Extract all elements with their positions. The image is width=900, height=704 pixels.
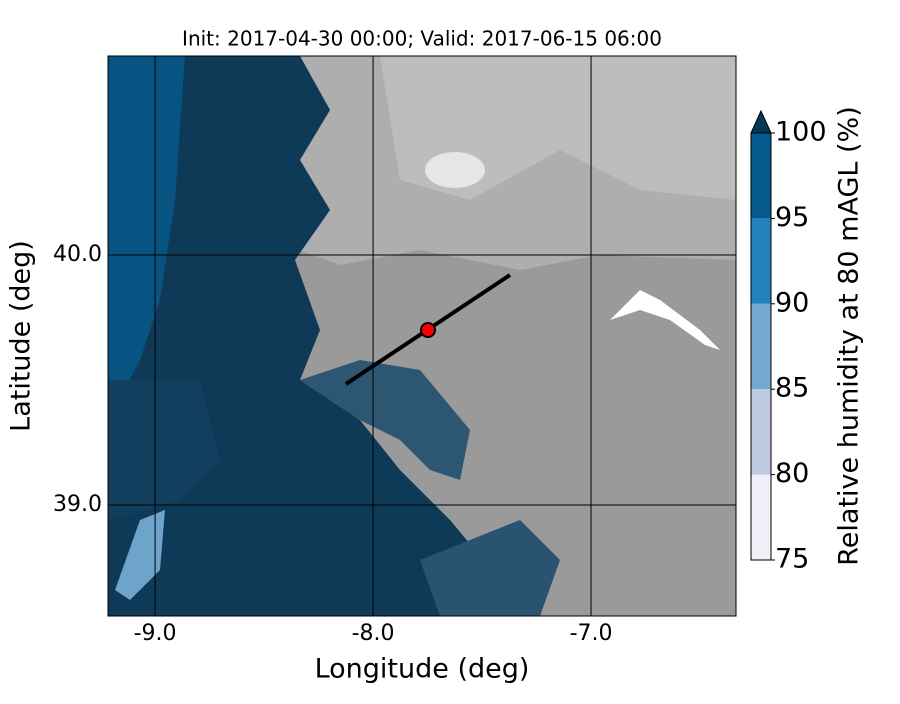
colorbar-tick-label: 85 — [775, 373, 809, 404]
colorbar-segment — [751, 133, 771, 219]
colorbar-extend — [750, 109, 772, 134]
colorbar-label: Relative humidity at 80 mAGL (%) — [834, 106, 865, 566]
colorbar-tick-label: 80 — [775, 458, 809, 489]
x-tick-label: -9.0 — [134, 621, 177, 646]
colorbar-segment — [751, 303, 771, 390]
y-tick-label: 40.0 — [53, 242, 102, 267]
site-marker — [419, 322, 436, 338]
terrain-field — [108, 56, 736, 616]
colorbar-segment — [751, 218, 771, 304]
colorbar-tick-label: 90 — [775, 287, 809, 318]
chart-title: Init: 2017-04-30 00:00; Valid: 2017-06-1… — [182, 27, 662, 51]
colorbar-tick-label: 75 — [775, 544, 809, 575]
map-frame — [107, 55, 737, 617]
colorbar-segment — [751, 474, 771, 560]
y-axis-label: Latitude (deg) — [6, 240, 37, 432]
x-tick-label: -8.0 — [352, 621, 395, 646]
x-tick-label: -7.0 — [570, 621, 613, 646]
colorbar-segment — [751, 389, 771, 475]
colorbar-tick-label: 100 — [775, 117, 827, 148]
x-axis-label: Longitude (deg) — [315, 654, 530, 685]
colorbar-tick-label: 95 — [775, 202, 809, 233]
y-tick-label: 39.0 — [53, 492, 102, 517]
colorbar-frame — [750, 132, 772, 561]
